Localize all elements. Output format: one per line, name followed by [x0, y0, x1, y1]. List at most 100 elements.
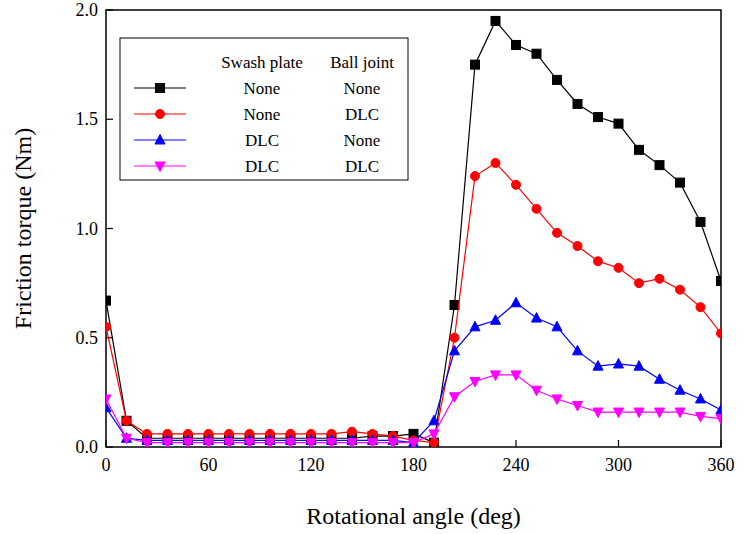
legend-label: DLC: [345, 157, 379, 176]
data-point: [573, 241, 582, 250]
data-point: [655, 408, 665, 418]
x-axis-title: Rotational angle (deg): [306, 503, 521, 529]
data-point: [696, 217, 705, 226]
plot-frame: [106, 10, 721, 447]
data-point: [512, 40, 521, 49]
data-point: [142, 439, 152, 447]
data-point: [491, 158, 500, 167]
data-point: [573, 401, 583, 411]
data-point: [614, 119, 623, 128]
data-point: [696, 412, 706, 422]
data-point: [594, 113, 603, 122]
legend-label: DLC: [345, 105, 379, 124]
data-point: [245, 439, 255, 447]
x-tick: [105, 440, 106, 447]
x-tick-label: 120: [298, 455, 325, 475]
data-point: [594, 257, 603, 266]
data-point: [635, 145, 644, 154]
y-tick-label: 0.5: [76, 328, 99, 348]
y-tick-label: 2.0: [76, 0, 99, 20]
data-point: [122, 416, 131, 425]
data-point: [553, 228, 562, 237]
data-point: [573, 99, 582, 108]
data-point: [183, 439, 193, 447]
data-point: [491, 371, 501, 381]
series-line: [106, 303, 721, 443]
data-point: [716, 404, 721, 414]
data-point: [532, 313, 542, 323]
data-point: [429, 430, 439, 440]
data-point: [265, 439, 275, 447]
data-point: [106, 296, 111, 305]
data-point: [224, 439, 234, 447]
data-point: [491, 16, 500, 25]
legend-marker: [156, 84, 165, 93]
legend-header: Ball joint: [330, 53, 394, 72]
x-tick-label: 360: [708, 455, 735, 475]
data-point: [122, 416, 131, 425]
data-point: [614, 358, 624, 368]
data-point: [634, 408, 644, 418]
data-point: [450, 393, 460, 403]
legend-header: Swash plate: [221, 53, 303, 72]
data-point: [450, 333, 459, 342]
series-line: [106, 375, 721, 443]
y-tick-label: 1.5: [76, 109, 99, 129]
plot-data: [106, 16, 721, 447]
data-point: [470, 377, 480, 387]
data-point: [552, 321, 562, 331]
y-tick-label: 0.0: [76, 437, 99, 457]
data-point: [511, 371, 521, 381]
data-point: [717, 276, 722, 285]
data-point: [716, 415, 721, 425]
x-tick: [720, 440, 721, 447]
y-tick: [106, 9, 113, 10]
x-tick-label: 0: [102, 455, 111, 475]
data-point: [470, 321, 480, 331]
data-point: [655, 161, 664, 170]
data-point: [532, 49, 541, 58]
x-tick: [515, 440, 516, 447]
data-point: [511, 297, 521, 307]
data-point: [368, 439, 378, 447]
data-point: [347, 439, 357, 447]
data-point: [573, 345, 583, 355]
y-tick: [106, 119, 113, 120]
data-point: [306, 439, 316, 447]
data-point: [471, 172, 480, 181]
y-tick: [106, 446, 113, 447]
data-point: [327, 439, 337, 447]
data-point: [512, 180, 521, 189]
data-point: [532, 386, 542, 396]
data-point: [675, 408, 685, 418]
y-tick-label: 1.0: [76, 219, 99, 239]
data-point: [635, 279, 644, 288]
data-point: [593, 361, 603, 371]
data-point: [450, 300, 459, 309]
data-point: [614, 263, 623, 272]
data-point: [614, 408, 624, 418]
data-point: [163, 439, 173, 447]
data-point: [696, 303, 705, 312]
legend-marker: [156, 110, 165, 119]
data-point: [471, 60, 480, 69]
y-axis-title: Friction torque (Nm): [10, 128, 36, 329]
x-tick-label: 180: [400, 455, 427, 475]
data-point: [388, 439, 398, 447]
x-tick: [618, 440, 619, 447]
x-tick-label: 240: [503, 455, 530, 475]
chart: 0601201802403003600.00.51.01.52.0Rotatio…: [0, 0, 748, 534]
data-point: [593, 408, 603, 418]
data-point: [676, 178, 685, 187]
y-tick: [106, 228, 113, 229]
data-point: [696, 393, 706, 403]
legend-label: None: [344, 131, 381, 150]
data-point: [717, 329, 722, 338]
data-point: [675, 385, 685, 395]
data-point: [429, 415, 439, 425]
data-point: [286, 439, 296, 447]
data-point: [409, 439, 419, 447]
x-tick-label: 60: [200, 455, 218, 475]
series-line: [106, 163, 721, 443]
data-point: [634, 361, 644, 371]
